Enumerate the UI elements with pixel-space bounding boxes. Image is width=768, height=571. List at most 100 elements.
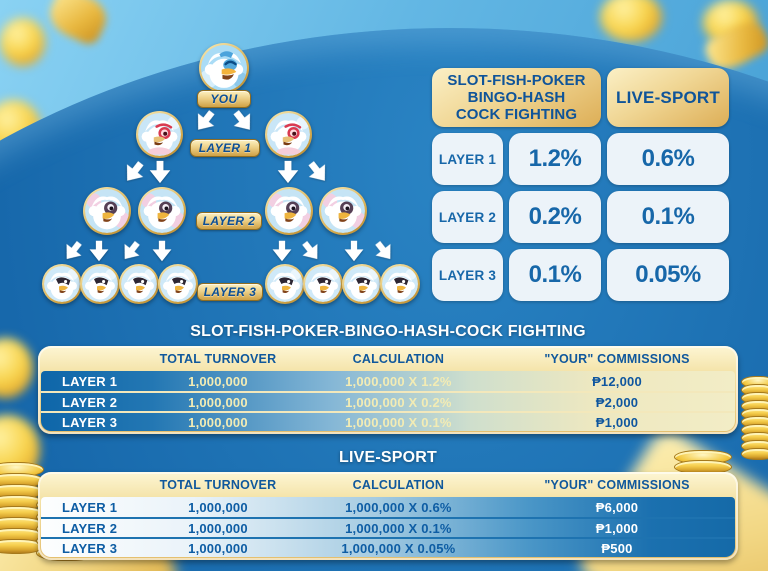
sport-table-header-row: TOTAL TURNOVER CALCULATION "YOUR" COMMIS…: [41, 474, 735, 497]
bird-mascot-icon: [85, 189, 129, 233]
layer2-label-pill: LAYER 2: [196, 212, 262, 230]
bird-mascot-icon: [140, 189, 184, 233]
rates-layer1-sport-rate: 0.6%: [607, 133, 729, 185]
rates-layer2-label: LAYER 2: [432, 191, 503, 243]
coin-stack: [741, 376, 768, 460]
table-row: LAYER 1 1,000,000 1,000,000 X 0.6% ₱6,00…: [41, 497, 735, 517]
row-calculation: 1,000,000 X 0.1%: [345, 414, 452, 430]
table-row: LAYER 3 1,000,000 1,000,000 X 0.05% ₱500: [41, 537, 735, 557]
bird-mascot-icon: [267, 266, 303, 302]
rates-layer2-games-rate: 0.2%: [509, 191, 601, 243]
table-row: LAYER 2 1,000,000 1,000,000 X 0.2% ₱2,00…: [41, 391, 735, 411]
rates-layer3-games-rate: 0.1%: [509, 249, 601, 301]
down-left-arrow-icon: [116, 236, 147, 267]
down-arrow-icon: [271, 240, 293, 262]
you-avatar: [199, 43, 249, 93]
layer3-label-pill: LAYER 3: [197, 283, 263, 301]
row-calculation: 1,000,000 X 0.05%: [341, 540, 456, 556]
layer3-avatar: [303, 264, 343, 304]
down-arrow-icon: [343, 240, 365, 262]
rates-layer1-games-rate: 1.2%: [509, 133, 601, 185]
row-commission: ₱6,000: [595, 499, 639, 515]
header-commissions: "YOUR" COMMISSIONS: [544, 478, 690, 493]
coin-decoration: [600, 0, 662, 42]
header-calculation: CALCULATION: [352, 478, 445, 493]
layer1-avatar: [136, 111, 183, 158]
layer3-avatar: [119, 264, 159, 304]
layer3-avatar: [42, 264, 82, 304]
down-right-arrow-icon: [226, 104, 260, 138]
layer2-avatar: [265, 187, 313, 235]
table-row: LAYER 2 1,000,000 1,000,000 X 0.1% ₱1,00…: [41, 517, 735, 537]
layer3-avatar: [380, 264, 420, 304]
layer1-avatar: [265, 111, 312, 158]
sport-table-title: LIVE-SPORT: [338, 449, 437, 466]
games-table: TOTAL TURNOVER CALCULATION "YOUR" COMMIS…: [38, 346, 738, 434]
down-arrow-icon: [276, 160, 300, 184]
down-arrow-icon: [151, 240, 173, 262]
row-label: LAYER 2: [62, 520, 118, 536]
down-arrow-icon: [148, 160, 172, 184]
row-label: LAYER 3: [62, 414, 118, 430]
games-header-line: BINGO-HASH: [467, 88, 566, 106]
header-commissions: "YOUR" COMMISSIONS: [544, 352, 690, 367]
layer2-avatar: [138, 187, 186, 235]
bird-mascot-icon: [305, 266, 341, 302]
bird-mascot-icon: [138, 113, 181, 156]
row-commission: ₱500: [601, 540, 633, 556]
down-arrow-icon: [88, 240, 110, 262]
header-calculation: CALCULATION: [352, 352, 445, 367]
rates-layer2-sport-rate: 0.1%: [607, 191, 729, 243]
row-turnover: 1,000,000: [188, 394, 248, 410]
layer2-avatar: [319, 187, 367, 235]
layer3-avatar: [80, 264, 120, 304]
sport-table: TOTAL TURNOVER CALCULATION "YOUR" COMMIS…: [38, 472, 738, 560]
row-calculation: 1,000,000 X 0.1%: [345, 520, 452, 536]
bird-mascot-icon: [121, 266, 157, 302]
you-label-pill: YOU: [197, 90, 251, 108]
bird-mascot-icon: [321, 189, 365, 233]
row-commission: ₱1,000: [595, 414, 639, 430]
sport-commission-table: LIVE-SPORT TOTAL TURNOVER CALCULATION "Y…: [38, 448, 738, 560]
header-total-turnover: TOTAL TURNOVER: [159, 352, 277, 367]
row-commission: ₱12,000: [592, 373, 642, 389]
rates-layer3-sport-rate: 0.05%: [607, 249, 729, 301]
games-table-header-row: TOTAL TURNOVER CALCULATION "YOUR" COMMIS…: [41, 348, 735, 371]
bird-mascot-icon: [267, 189, 311, 233]
down-right-arrow-icon: [301, 155, 335, 189]
layer1-label-pill: LAYER 1: [190, 139, 260, 157]
coin-decoration: [0, 18, 45, 66]
games-header-line: SLOT-FISH-POKER: [447, 71, 586, 89]
row-label: LAYER 1: [62, 373, 118, 389]
commission-rates-card: SLOT-FISH-POKER BINGO-HASH COCK FIGHTING…: [432, 68, 729, 301]
row-calculation: 1,000,000 X 0.2%: [345, 394, 452, 410]
games-commission-table: SLOT-FISH-POKER-BINGO-HASH-COCK FIGHTING…: [38, 322, 738, 434]
row-label: LAYER 2: [62, 394, 118, 410]
layer3-avatar: [265, 264, 305, 304]
sport-table-rows: LAYER 1 1,000,000 1,000,000 X 0.6% ₱6,00…: [41, 497, 735, 557]
games-rates-header: SLOT-FISH-POKER BINGO-HASH COCK FIGHTING: [432, 68, 601, 127]
bird-mascot-icon: [44, 266, 80, 302]
layer3-avatar: [342, 264, 382, 304]
bird-mascot-icon: [267, 113, 310, 156]
row-commission: ₱2,000: [595, 394, 639, 410]
down-left-arrow-icon: [117, 155, 151, 189]
down-left-arrow-icon: [58, 236, 89, 267]
games-table-rows: LAYER 1 1,000,000 1,000,000 X 1.2% ₱12,0…: [41, 371, 735, 431]
row-turnover: 1,000,000: [188, 540, 248, 556]
games-table-title: SLOT-FISH-POKER-BINGO-HASH-COCK FIGHTING: [190, 323, 586, 340]
table-row: LAYER 1 1,000,000 1,000,000 X 1.2% ₱12,0…: [41, 371, 735, 391]
rates-layer3-label: LAYER 3: [432, 249, 503, 301]
bird-mascot-icon: [82, 266, 118, 302]
layer3-avatar: [158, 264, 198, 304]
row-label: LAYER 3: [62, 540, 118, 556]
row-turnover: 1,000,000: [188, 373, 248, 389]
row-label: LAYER 1: [62, 499, 118, 515]
row-turnover: 1,000,000: [188, 499, 248, 515]
table-row: LAYER 3 1,000,000 1,000,000 X 0.1% ₱1,00…: [41, 411, 735, 431]
row-calculation: 1,000,000 X 1.2%: [345, 373, 452, 389]
layer2-avatar: [83, 187, 131, 235]
bird-mascot-icon: [160, 266, 196, 302]
